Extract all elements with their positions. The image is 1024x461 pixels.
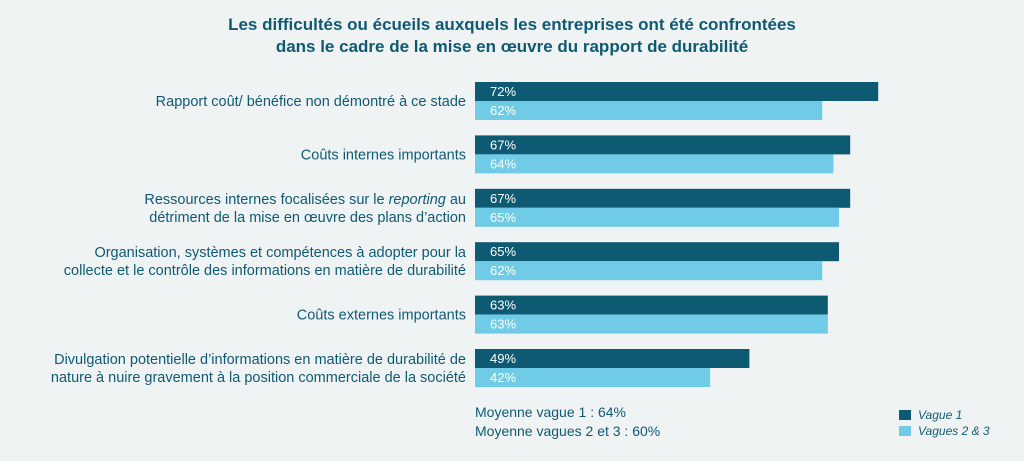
bar-vagues-2-3-2 [475,154,834,174]
chart-title: Les difficultés ou écueils auxquels les … [0,14,1024,58]
category-label-3-line-1: Ressources internes focalisées sur le re… [144,192,466,208]
bar-vagues-2-3-4 [475,261,823,281]
data-label-vague-1-2: 67% [490,137,516,152]
average-vague-1: Moyenne vague 1 : 64% [475,404,626,420]
bar-vagues-2-3-5 [475,314,828,334]
bar-vague-1-6 [475,349,750,368]
data-label-vague-1-6: 49% [490,351,516,366]
chart-title-line-1: Les difficultés ou écueils auxquels les … [228,15,796,34]
chart-title-line-2: dans le cadre de la mise en œuvre du rap… [275,37,749,56]
category-label-2-line-1: Coûts internes importants [301,147,466,163]
legend-swatch-vagues-2-3 [899,426,911,436]
bar-vague-1-2 [475,135,851,155]
bar-vague-1-4 [475,242,839,262]
data-label-vagues-2-3-2: 64% [490,156,516,171]
bar-vague-1-3 [475,188,851,208]
category-label-4-line-1: Organisation, systèmes et compétences à … [94,245,466,261]
legend-label-vague-1: Vague 1 [918,408,963,422]
category-label-6-line-2: nature à nuire gravement à la position c… [51,370,466,386]
data-label-vagues-2-3-3: 65% [490,210,516,225]
average-vagues-2-3: Moyenne vagues 2 et 3 : 60% [475,423,661,439]
legend-swatch-vague-1 [899,410,911,420]
bar-vagues-2-3-3 [475,207,839,227]
category-label-1-line-1: Rapport coût/ bénéfice non démontré à ce… [156,94,466,110]
bar-vagues-2-3-6 [475,368,711,387]
data-label-vagues-2-3-1: 62% [490,103,516,118]
data-label-vagues-2-3-4: 62% [490,263,516,278]
data-label-vagues-2-3-5: 63% [490,317,516,332]
data-label-vague-1-5: 63% [490,298,516,313]
data-label-vague-1-4: 65% [490,244,516,259]
legend-item-vague-1: Vague 1 [899,407,990,423]
data-label-vague-1-1: 72% [490,84,516,99]
legend-label-vagues-2-3: Vagues 2 & 3 [918,424,990,438]
category-label-3-line-2: détriment de la mise en œuvre des plans … [149,210,466,226]
category-label-6-line-1: Divulgation potentielle d’informations e… [54,352,466,368]
bar-vagues-2-3-1 [475,101,823,120]
category-label-4-line-2: collecte et le contrôle des informations… [64,263,466,279]
bar-vague-1-1 [475,82,879,101]
bar-vague-1-5 [475,295,828,315]
legend-item-vagues-2-3: Vagues 2 & 3 [899,423,990,439]
data-label-vagues-2-3-6: 42% [490,370,516,385]
category-label-5-line-1: Coûts externes importants [297,308,466,324]
data-label-vague-1-3: 67% [490,191,516,206]
legend: Vague 1 Vagues 2 & 3 [899,407,990,439]
averages-note: Moyenne vague 1 : 64% Moyenne vagues 2 e… [475,403,660,441]
